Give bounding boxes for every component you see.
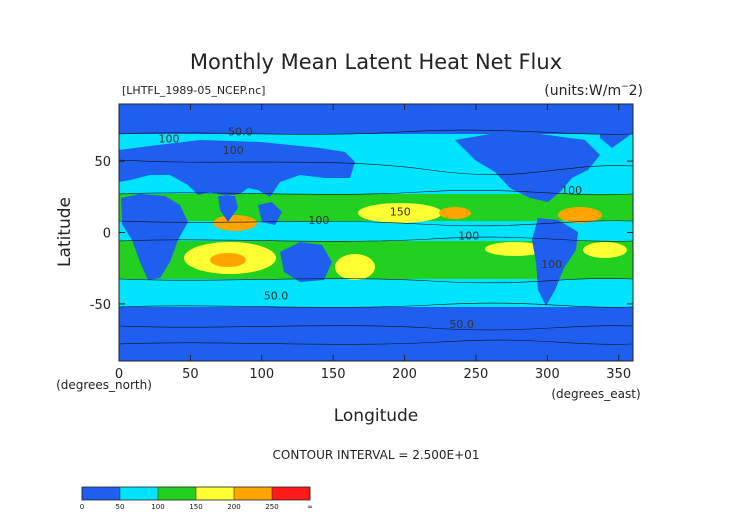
x-unit-label: (degrees_east) <box>551 387 640 401</box>
x-tick-label: 250 <box>464 367 489 382</box>
land-antarctica <box>119 338 633 361</box>
x-axis: 0 50 100 150 200 250 300 350 <box>115 104 631 382</box>
y-tick-label: 50 <box>94 155 111 170</box>
band-polar-north <box>119 104 633 134</box>
colorbar-label: 250 <box>265 503 278 511</box>
contour-label: 100 <box>158 133 179 146</box>
colorbar-label: 0 <box>80 503 84 511</box>
contour-label: 100 <box>541 258 562 271</box>
contour-interval: CONTOUR INTERVAL = 2.500E+01 <box>273 448 480 462</box>
x-tick-label: 150 <box>321 367 346 382</box>
contour-label: 100 <box>561 184 582 197</box>
colorbar-swatch <box>158 487 196 500</box>
contour-lines <box>119 129 633 345</box>
land-seasia <box>258 202 282 225</box>
colorbar-swatch <box>272 487 310 500</box>
hotspot-indian-core <box>210 253 246 267</box>
colorbar: 0 50 100 150 200 250 ∞ <box>80 486 313 511</box>
contour-label: 150 <box>390 205 411 218</box>
x-tick-label: 0 <box>115 367 123 382</box>
colorbar-label: ∞ <box>307 503 313 511</box>
units-label: (units:W/m−2) <box>544 82 643 99</box>
y-axis-label: Latitude <box>55 197 75 267</box>
land-greenland <box>600 118 630 148</box>
chart-title: Monthly Mean Latent Heat Net Flux <box>190 50 562 74</box>
hotspot-npacific <box>358 203 442 223</box>
contour-label: 100 <box>223 144 244 157</box>
x-tick-label: 200 <box>392 367 417 382</box>
hotspot-satlantic <box>335 254 375 280</box>
colorbar-label: 200 <box>227 503 240 511</box>
land-india <box>218 196 238 222</box>
colorbar-swatch <box>234 487 272 500</box>
hotspot-satl-east <box>583 242 627 258</box>
x-tick-label: 100 <box>249 367 274 382</box>
land-australia <box>280 242 332 282</box>
colorbar-label: 100 <box>151 503 164 511</box>
y-tick-label: -50 <box>90 298 111 313</box>
x-tick-label: 50 <box>182 367 199 382</box>
x-tick-label: 350 <box>606 367 631 382</box>
colorbar-swatch <box>120 487 158 500</box>
y-tick-label: 0 <box>103 227 111 242</box>
y-unit-label: (degrees_north) <box>56 378 152 392</box>
x-tick-label: 300 <box>535 367 560 382</box>
hotspot-natlantic <box>558 207 602 223</box>
plot-area: 100 50.0 100 100 150 100 100 100 50.0 50.0 <box>119 104 633 361</box>
contour-label: 50.0 <box>264 290 289 303</box>
colorbar-label: 150 <box>189 503 202 511</box>
colorbar-swatch <box>196 487 234 500</box>
hotspot-spacific <box>485 242 545 256</box>
colorbar-label: 50 <box>116 503 125 511</box>
hotspot-npacific-core <box>439 207 471 219</box>
x-axis-label: Longitude <box>334 406 419 426</box>
hotspot-arabian <box>213 215 257 231</box>
land-north-america <box>455 134 600 202</box>
contour-labels: 100 50.0 100 100 150 100 100 100 50.0 50.0 <box>158 125 582 331</box>
contour-label: 100 <box>308 214 329 227</box>
contour-label: 50.0 <box>449 318 474 331</box>
y-axis: 50 0 -50 <box>90 155 633 313</box>
land-eurasia <box>119 140 355 197</box>
contour-label: 100 <box>458 230 479 243</box>
colorbar-swatch <box>82 487 120 500</box>
contour-label: 50.0 <box>228 125 253 138</box>
file-subtitle: [LHTFL_1989-05_NCEP.nc] <box>122 84 265 97</box>
land-africa <box>121 194 188 280</box>
